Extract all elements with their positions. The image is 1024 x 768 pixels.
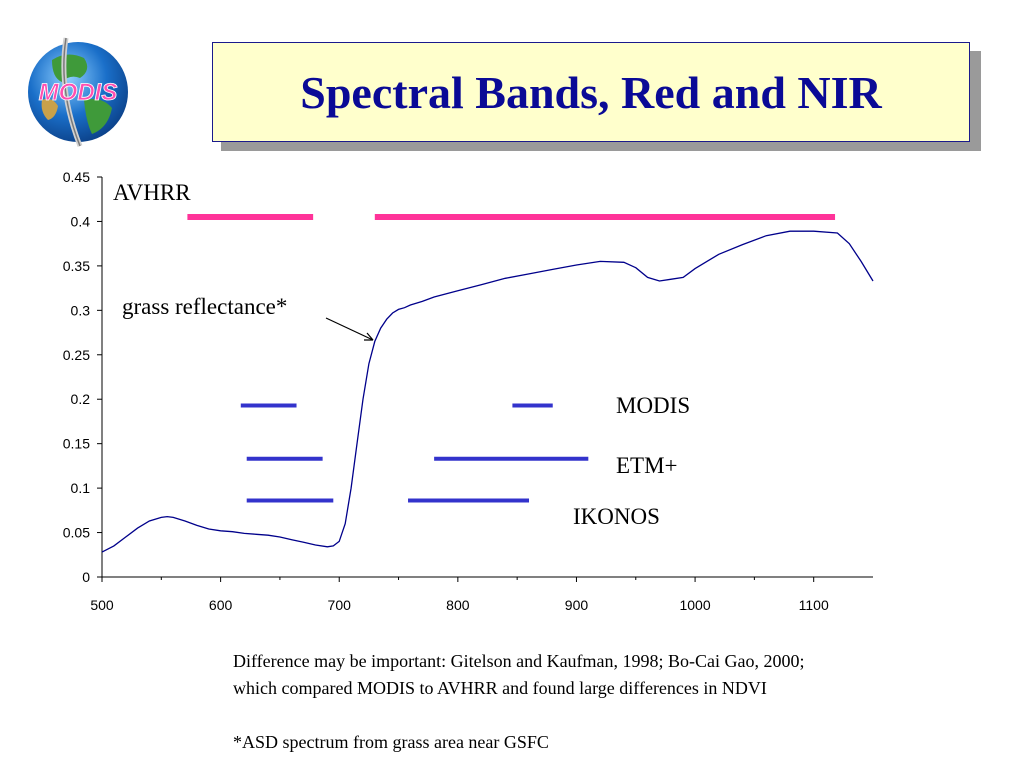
page-title: Spectral Bands, Red and NIR [300,66,882,118]
x-tick-label: 500 [90,597,114,613]
grass-reflectance-line [101,230,874,553]
chart-ticks: 0 0.05 0.1 0.15 0.2 0.25 0.3 0.35 0.4 0.45 500 600 7… [63,169,829,613]
y-tick-label: 0 [82,569,90,585]
y-tick-label: 0.45 [63,169,90,185]
footnote-source: *ASD spectrum from grass area near GSFC [233,732,549,752]
spectral-chart: 0 0.05 0.1 0.15 0.2 0.25 0.3 0.35 0.4 0.45 500 600 7… [63,169,874,613]
x-tick-label: 900 [565,597,589,613]
etm-label: ETM+ [616,453,678,478]
y-tick-label: 0.35 [63,258,90,274]
modis-logo: MODIS [22,30,134,148]
y-tick-label: 0.1 [71,480,91,496]
title-box: Spectral Bands, Red and NIR [212,42,970,142]
x-tick-label: 1100 [799,597,829,613]
y-tick-label: 0.25 [63,347,90,363]
y-tick-label: 0.4 [71,213,91,229]
avhrr-label: AVHRR [113,180,191,205]
grass-reflectance-label: grass reflectance* [122,294,287,319]
y-tick-label: 0.2 [71,391,91,407]
y-tick-label: 0.05 [63,525,90,541]
footnote-line-1: Difference may be important: Gitelson an… [233,651,805,671]
logo-text: MODIS [39,79,118,106]
footnote-line-2: which compared MODIS to AVHRR and found … [233,678,767,698]
ikonos-label: IKONOS [573,504,660,529]
grass-arrow-head [364,332,374,341]
band-bars [187,214,836,503]
y-tick-label: 0.15 [63,436,90,452]
x-tick-label: 600 [209,597,233,613]
modis-label: MODIS [616,393,690,418]
footnote: Difference may be important: Gitelson an… [233,648,1013,756]
chart-axes [101,177,873,578]
grass-arrow-line [325,317,374,341]
y-tick-label: 0.3 [71,302,91,318]
x-tick-label: 800 [446,597,470,613]
x-tick-label: 1000 [679,597,710,613]
x-tick-label: 700 [328,597,352,613]
